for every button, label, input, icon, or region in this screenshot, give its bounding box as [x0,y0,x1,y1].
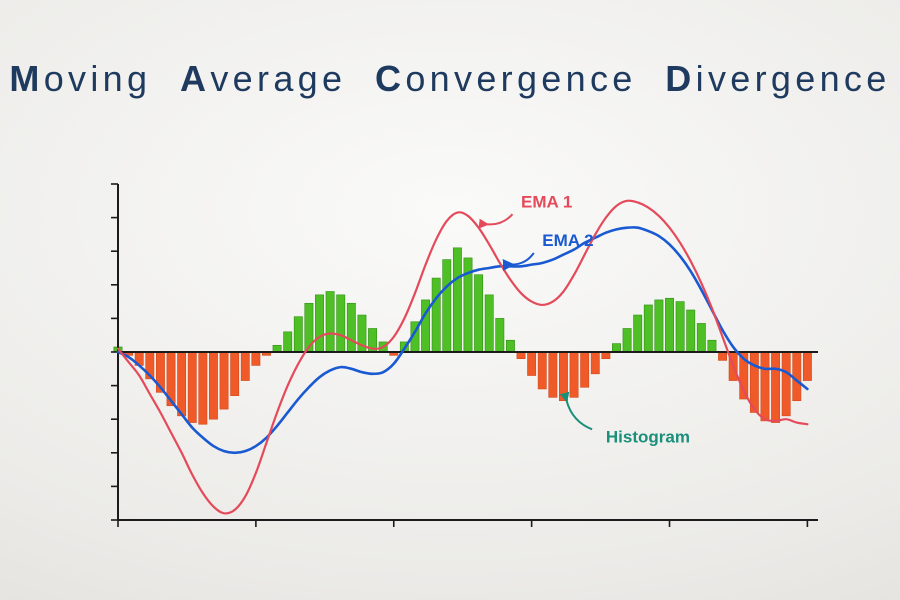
histogram-bar [432,278,440,352]
histogram-bar [294,317,302,352]
macd-chart: EMA 1 EMA 2 Histogram [90,180,830,540]
histogram-bar [284,332,292,352]
histogram-bar [612,344,620,352]
histogram-bar [209,352,217,419]
histogram-label: Histogram [606,428,690,447]
histogram-bar [697,323,705,352]
histogram-bar [506,340,514,352]
histogram-bar [761,352,769,421]
chart-svg: EMA 1 EMA 2 Histogram [90,180,830,540]
histogram-bar [718,352,726,360]
histogram-bar [517,352,525,359]
histogram-bar [220,352,228,409]
ema1-arrow [487,214,512,224]
histogram-bar [485,295,493,352]
histogram-bar [337,295,345,352]
histogram-bar [443,260,451,352]
histogram-bar [581,352,589,387]
histogram-bar [708,340,716,352]
histogram-bar [453,248,461,352]
histogram-bar [241,352,249,381]
histogram-bar [549,352,557,397]
histogram-bar [782,352,790,416]
histogram-bar [188,352,196,423]
histogram-bar [273,345,281,352]
histogram-bar [793,352,801,401]
histogram-bar [559,352,567,401]
histogram-bar [623,328,631,352]
histogram-bar [252,352,260,365]
histogram-arrow [567,401,593,430]
histogram-bar [771,352,779,423]
chart-title: Moving Average Convergence Divergence [0,58,900,100]
histogram-bar [634,315,642,352]
histogram-bar [644,305,652,352]
histogram-bar [665,298,673,352]
histogram-bar [231,352,239,396]
histogram-bar [178,352,186,416]
histogram-bar [199,352,207,424]
histogram-bar [347,303,355,352]
histogram-bar [315,295,323,352]
histogram-bar [676,302,684,352]
histogram-bar [538,352,546,389]
histogram-bar [602,352,610,359]
histogram-bar [326,292,334,352]
ema2-label: EMA 2 [542,231,593,250]
histogram-bar [570,352,578,397]
histogram-bar [496,318,504,352]
histogram-bar [591,352,599,374]
histogram-bar [474,275,482,352]
histogram-bar [687,310,695,352]
ema1-label: EMA 1 [521,193,572,212]
histogram-bar [655,300,663,352]
ema2-arrow [513,253,534,265]
histogram-bar [803,352,811,381]
histogram-bar [528,352,536,376]
